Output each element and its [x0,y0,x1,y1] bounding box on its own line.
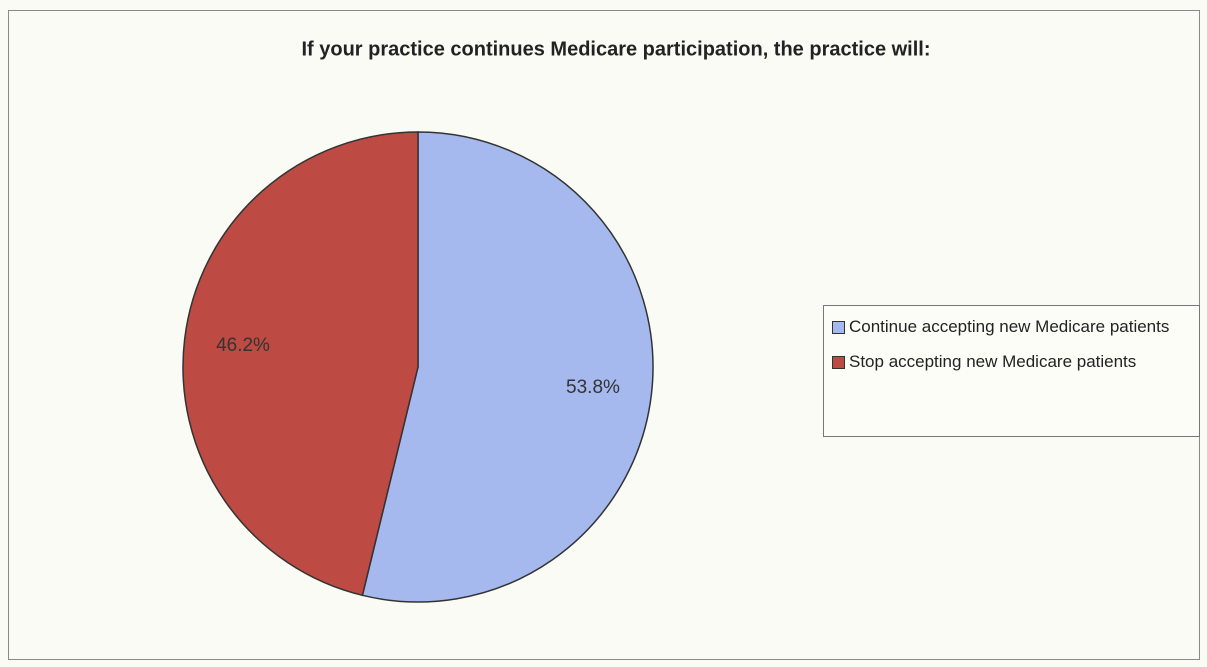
chart-title: If your practice continues Medicare part… [301,38,930,60]
legend-entry: Stop accepting new Medicare patients [832,351,1191,372]
legend-swatch [832,356,845,369]
data-label: 46.2% [216,335,270,356]
legend-swatch [832,321,845,334]
pie-slice [182,131,419,597]
legend-entry: Continue accepting new Medicare patients [832,316,1191,337]
legend-label: Stop accepting new Medicare patients [849,352,1137,371]
pie-slice [361,131,654,603]
legend: Continue accepting new Medicare patients… [823,305,1200,437]
data-label: 53.8% [566,377,620,398]
legend-label: Continue accepting new Medicare patients [849,317,1170,336]
